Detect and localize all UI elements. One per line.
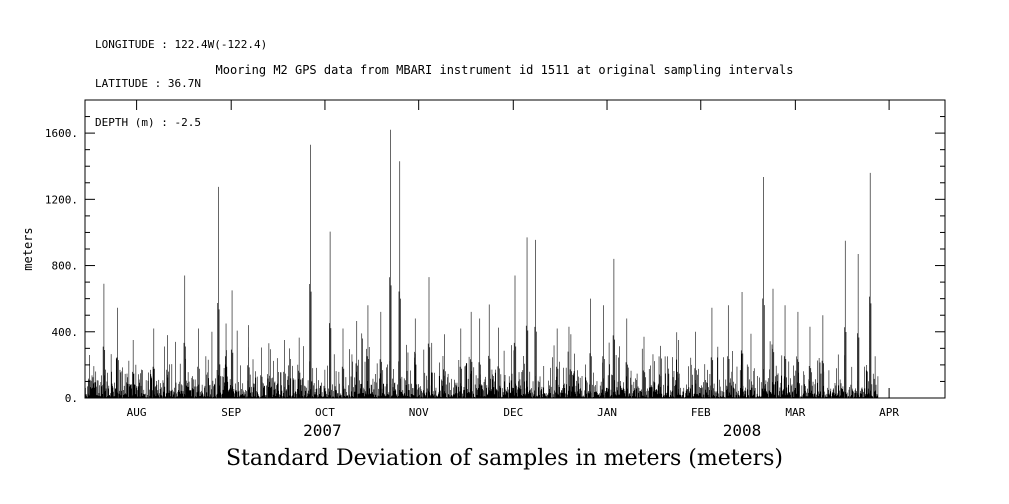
- y-tick-label: 0.: [65, 392, 78, 405]
- x-tick-label: SEP: [221, 406, 241, 419]
- longitude-value: LONGITUDE : 122.4W(-122.4): [95, 38, 268, 51]
- x-tick-label: AUG: [127, 406, 147, 419]
- x-tick-label: DEC: [503, 406, 523, 419]
- x-tick-label: MAR: [785, 406, 805, 419]
- metadata-block: LONGITUDE : 122.4W(-122.4) LATITUDE : 36…: [95, 12, 267, 155]
- year-label: 2008: [723, 421, 762, 440]
- x-tick-label: OCT: [315, 406, 335, 419]
- plot-title: Mooring M2 GPS data from MBARI instrumen…: [215, 63, 794, 77]
- depth-value: DEPTH (m) : -2.5: [95, 116, 201, 129]
- x-tick-label: JAN: [597, 406, 617, 419]
- y-tick-label: 800.: [52, 260, 79, 273]
- y-axis-label: meters: [21, 227, 35, 270]
- caption: Standard Deviation of samples in meters …: [225, 446, 784, 471]
- x-tick-label: APR: [879, 406, 899, 419]
- y-tick-label: 1600.: [45, 127, 78, 140]
- y-tick-label: 1200.: [45, 193, 78, 206]
- y-tick-label: 400.: [52, 326, 79, 339]
- data-spikes: [84, 129, 879, 398]
- latitude-value: LATITUDE : 36.7N: [95, 77, 201, 90]
- x-tick-label: NOV: [409, 406, 429, 419]
- year-label: 2007: [303, 421, 342, 440]
- x-tick-label: FEB: [691, 406, 711, 419]
